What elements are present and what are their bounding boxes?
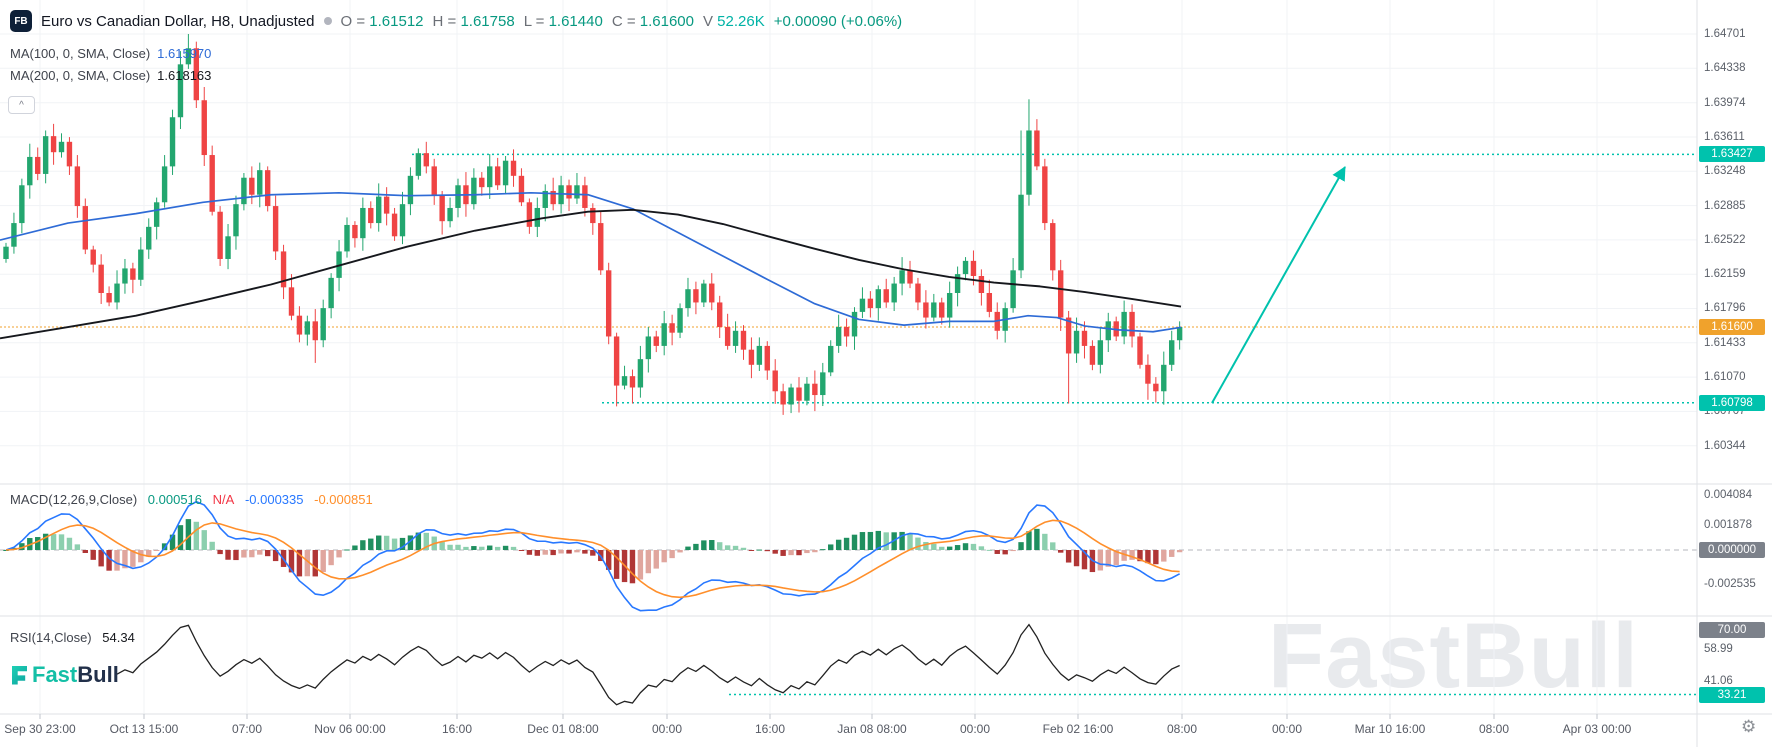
ma200-label: MA(200, 0, SMA, Close) [10,68,151,83]
close-label: C = [611,12,636,30]
collapse-legend-button[interactable]: ^ [8,96,35,114]
rsi-value: 54.34 [102,630,135,645]
macd-value-signal: -0.000851 [314,492,373,507]
time-axis-label: Dec 01 08:00 [527,722,599,736]
ma200-line [0,208,1182,340]
support-price-badge: 1.60798 [1699,394,1765,411]
ma100-line [0,191,1182,333]
macd-line [5,500,1181,612]
time-axis-label: Oct 13 15:00 [109,722,179,736]
close-value: 1.61600 [639,12,694,30]
macd-histogram [3,519,1183,584]
macd-legend[interactable]: MACD(12,26,9,Close) 0.000516 N/A -0.0003… [10,492,380,507]
rsi-axis-label: 41.06 [1704,674,1733,687]
price-axis-label: 1.62885 [1704,199,1746,212]
price-axis-label: 1.63611 [1704,130,1745,143]
price-axis-label: 1.61796 [1704,302,1746,315]
time-axis-label: Jan 08 08:00 [837,722,907,736]
time-axis-label: 00:00 [651,722,683,736]
open-value: 1.61512 [369,12,424,30]
rsi-line [116,623,1180,706]
fastbull-app-icon[interactable]: FB [10,10,32,32]
macd-label: MACD(12,26,9,Close) [10,492,138,507]
ma200-legend[interactable]: MA(200, 0, SMA, Close) 1.618163 [10,68,218,83]
symbol-title[interactable]: Euro vs Canadian Dollar, H8, Unadjusted [41,12,315,30]
high-label: H = [432,12,457,30]
time-axis-label: 16:00 [754,722,786,736]
macd-zero-badge: 0.000000 [1699,542,1765,558]
macd-signal-line [5,519,1180,599]
time-axis-label: 08:00 [1478,722,1510,736]
current-price-badge: 1.61600 [1699,319,1765,335]
time-axis-label: Mar 10 16:00 [1354,722,1426,736]
volume-value: 52.26K [717,12,765,30]
time-axis-label: Nov 06 00:00 [314,722,386,736]
macd-axis-label: -0.002535 [1704,578,1756,591]
macd-axis-label: 0.004084 [1704,488,1752,501]
price-axis-label: 1.62159 [1704,268,1746,281]
price-axis-label: 1.63248 [1704,165,1746,178]
high-value: 1.61758 [460,12,515,30]
rsi-level-badge: 70.00 [1699,621,1765,638]
change-value: +0.00090 (+0.06%) [773,12,903,30]
rsi-level-badge: 33.21 [1699,686,1765,703]
time-axis-label: Feb 02 16:00 [1042,722,1114,736]
watermark: FastBull [1268,605,1639,707]
open-label: O = [340,12,366,30]
time-axis-label: Sep 30 23:00 [4,722,76,736]
rsi-axis-label: 58.99 [1704,643,1733,655]
price-axis-label: 1.62522 [1704,233,1746,246]
price-axis-label: 1.64338 [1704,62,1746,75]
ma100-label: MA(100, 0, SMA, Close) [10,46,151,61]
time-axis-label: Apr 03 00:00 [1562,722,1632,736]
time-axis-label: 00:00 [1271,722,1303,736]
gridlines [0,0,1697,714]
chart-header: FB Euro vs Canadian Dollar, H8, Unadjust… [10,10,902,32]
brand-fast: Fast [32,662,78,687]
time-axis-label: 08:00 [1166,722,1198,736]
fastbull-logo: FastBull [12,662,119,688]
resistance-price-badge: 1.63427 [1699,146,1765,163]
market-status-dot [323,17,332,25]
rsi-legend[interactable]: RSI(14,Close) 54.34 [10,630,142,645]
macd-axis-label: 0.001878 [1704,518,1752,531]
time-axis-label: 00:00 [959,722,991,736]
volume-label: V [702,12,713,30]
price-axis-label: 1.61070 [1704,371,1746,384]
ma100-legend[interactable]: MA(100, 0, SMA, Close) 1.615970 [10,46,218,61]
macd-value-main: 0.000516 [147,492,203,507]
time-axis-label: 16:00 [441,722,473,736]
ma200-value: 1.618163 [157,68,212,83]
settings-gear-icon[interactable]: ⚙ [1741,717,1757,736]
low-value: 1.61440 [548,12,603,30]
time-axis-label: 07:00 [231,722,263,736]
low-label: L = [523,12,545,30]
candles [3,34,1183,415]
price-axis-label: 1.63974 [1704,96,1746,109]
trend-arrow [1211,166,1346,404]
fastbull-logo-icon [12,665,27,685]
macd-value-line: -0.000335 [244,492,304,507]
ma100-value: 1.615970 [157,46,212,61]
price-axis-label: 1.60344 [1704,439,1746,452]
rsi-label: RSI(14,Close) [10,630,92,645]
price-axis-label: 1.61433 [1704,336,1746,349]
macd-value-na: N/A [212,492,235,507]
price-axis-label: 1.64701 [1704,28,1746,40]
brand-bull: Bull [77,662,119,687]
chevron-up-icon: ^ [19,99,24,111]
